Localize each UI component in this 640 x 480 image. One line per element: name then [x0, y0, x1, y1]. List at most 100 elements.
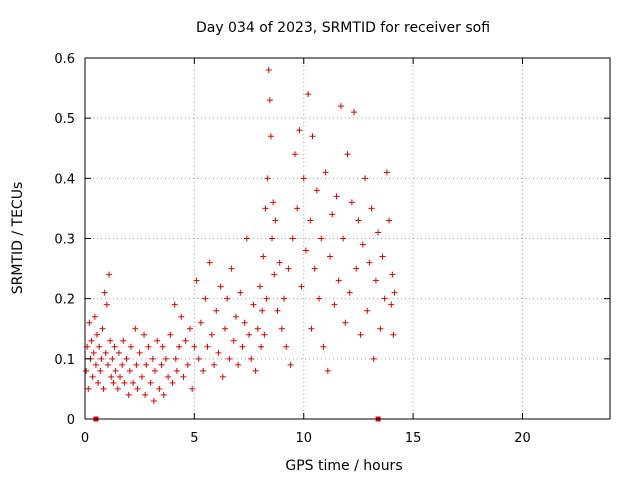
data-point — [230, 337, 237, 344]
data-point — [134, 385, 141, 392]
data-point — [86, 319, 93, 326]
data-point — [159, 343, 166, 350]
data-point — [278, 325, 285, 332]
data-point — [141, 331, 148, 338]
data-point — [202, 295, 209, 302]
data-point — [91, 313, 98, 320]
data-point — [276, 259, 283, 266]
data-point — [117, 373, 123, 380]
data-point — [386, 217, 393, 224]
data-point — [287, 361, 294, 368]
grid — [85, 58, 610, 419]
data-point — [121, 379, 128, 386]
data-point — [99, 325, 106, 332]
data-point — [107, 337, 114, 344]
data-point — [305, 91, 312, 98]
data-point — [237, 289, 244, 296]
data-point — [158, 361, 165, 368]
data-point — [320, 343, 327, 350]
data-point — [311, 265, 318, 272]
data-point — [226, 355, 233, 362]
data-point — [267, 133, 274, 140]
data-point — [167, 331, 174, 338]
data-point — [197, 319, 204, 326]
data-point — [327, 253, 333, 260]
data-point — [344, 151, 351, 158]
data-point — [171, 301, 178, 308]
data-point — [364, 307, 371, 314]
data-point — [112, 367, 119, 374]
data-point — [300, 175, 307, 182]
data-point — [246, 331, 253, 338]
data-point — [110, 379, 117, 386]
data-point — [372, 277, 379, 284]
data-point — [239, 343, 246, 350]
data-point — [355, 217, 362, 224]
data-point — [307, 217, 314, 224]
data-point — [180, 373, 187, 380]
data-point — [357, 331, 364, 338]
data-point — [272, 217, 279, 224]
data-point — [261, 331, 268, 338]
y-tick-label: 0.2 — [54, 293, 75, 308]
data-point — [250, 301, 257, 308]
data-point — [379, 253, 386, 260]
data-point — [150, 397, 157, 404]
data-point — [269, 235, 276, 242]
data-point — [189, 385, 196, 392]
data-point — [213, 307, 220, 314]
data-point — [106, 271, 113, 278]
data-point — [348, 199, 355, 206]
data-point — [359, 241, 366, 248]
data-point — [333, 193, 340, 200]
data-point — [219, 373, 226, 380]
data-point — [217, 283, 224, 290]
data-point — [271, 271, 278, 278]
data-point — [96, 343, 103, 350]
data-point — [381, 295, 388, 302]
data-point — [362, 175, 368, 182]
data-point — [351, 109, 358, 116]
data-point — [173, 367, 180, 374]
data-point — [169, 379, 176, 386]
data-point — [143, 361, 150, 368]
data-point — [89, 373, 96, 380]
data-point — [370, 355, 377, 362]
x-tick-label: 15 — [405, 431, 422, 446]
data-point — [193, 277, 200, 284]
data-point — [127, 343, 134, 350]
data-point — [302, 247, 309, 254]
data-point — [337, 103, 344, 110]
data-point — [368, 205, 375, 212]
data-point — [94, 331, 101, 338]
chart-title: Day 034 of 2023, SRMTID for receiver sof… — [196, 20, 490, 36]
data-point — [125, 391, 132, 398]
data-point — [329, 211, 336, 218]
y-axis-label: SRMTID / TECUs — [10, 182, 26, 295]
data-point — [292, 151, 298, 158]
data-point — [92, 361, 99, 368]
x-tick-label: 0 — [81, 431, 89, 446]
data-point — [260, 253, 267, 260]
y-tick-label: 0.5 — [54, 112, 75, 127]
data-point — [281, 295, 288, 302]
data-point — [152, 367, 158, 374]
data-point — [154, 337, 161, 344]
data-point — [353, 265, 360, 272]
data-point — [97, 367, 104, 374]
data-point — [254, 325, 261, 332]
x-axis-label: GPS time / hours — [285, 458, 402, 474]
data-point — [308, 325, 315, 332]
data-point — [313, 187, 320, 194]
data-point — [383, 169, 390, 176]
data-point — [388, 301, 395, 308]
data-point — [215, 349, 222, 356]
data-point — [224, 295, 231, 302]
data-point — [264, 175, 271, 182]
y-tick-label: 0.4 — [54, 172, 75, 187]
data-point — [296, 127, 303, 134]
data-point — [316, 295, 323, 302]
data-point — [147, 379, 154, 386]
data-point — [123, 355, 130, 362]
data-point — [187, 325, 193, 332]
